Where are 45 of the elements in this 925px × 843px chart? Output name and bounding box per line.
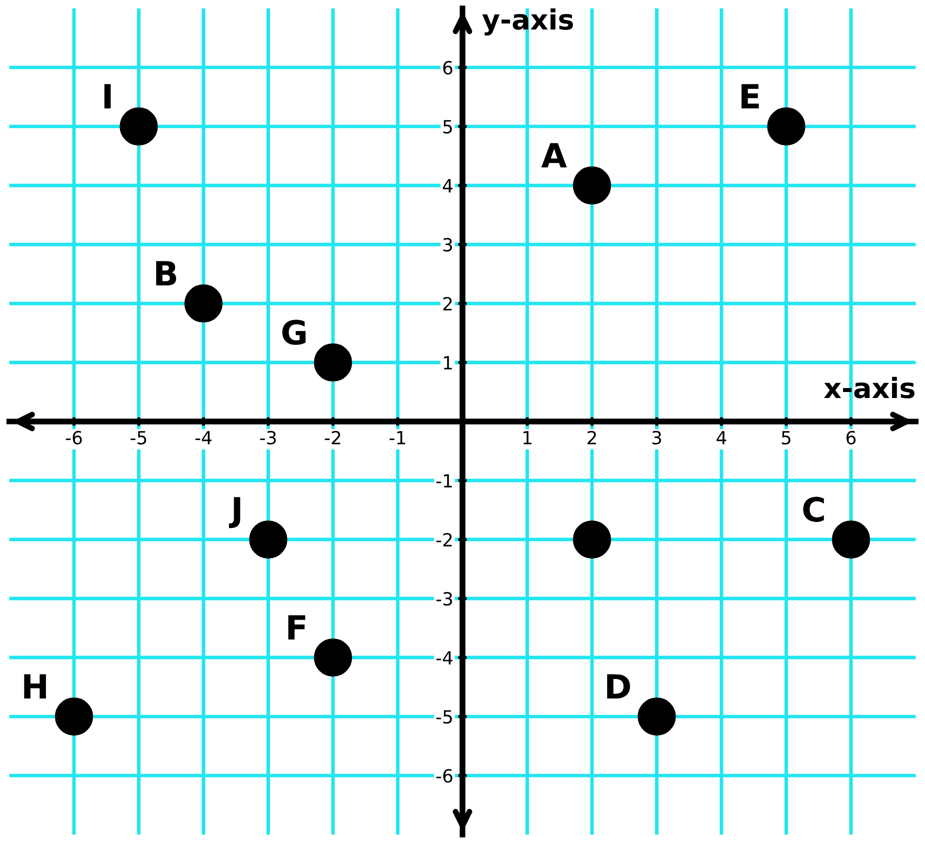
point [314, 638, 352, 677]
x-tick-label: -3 [260, 430, 276, 445]
x-tick-label: -5 [130, 431, 146, 445]
annotation: I [104, 84, 111, 108]
y-tick-label: -1 [436, 474, 452, 488]
y-tick-label: 5 [443, 120, 452, 134]
point [638, 697, 676, 736]
y-tick-label: -2 [436, 532, 452, 546]
point [184, 284, 223, 323]
y-tick-label: 3 [443, 238, 452, 252]
point [54, 697, 94, 736]
point [249, 520, 288, 559]
annotation: F [288, 615, 306, 640]
x-tick-label: 3 [652, 430, 662, 445]
x-tick-label: -4 [195, 431, 212, 444]
annotation: E [742, 84, 759, 108]
y-tick-label: -6 [436, 769, 452, 783]
annotation: B [156, 261, 176, 286]
y-tick-label: 1 [444, 356, 452, 370]
x-tick-label: 5 [782, 431, 790, 445]
x-tick-label: 4 [716, 431, 726, 444]
annotation: C [803, 496, 824, 522]
point [572, 166, 612, 205]
x-tick-label: -6 [66, 430, 82, 445]
annotation: D [607, 674, 630, 699]
annotation: J [228, 497, 240, 528]
x-tick-label: 6 [846, 430, 856, 445]
x-tick-label: -2 [324, 430, 340, 444]
y-tick-label: 6 [443, 60, 452, 75]
y-tick-label: -4 [436, 651, 452, 664]
x-tick-label: 1 [523, 431, 532, 444]
y-tick-label: 2 [443, 296, 452, 310]
y-tick-label: -3 [436, 592, 452, 606]
y-tick-label: 4 [442, 179, 452, 192]
x-tick-label: 2 [588, 430, 596, 444]
point [120, 107, 158, 146]
y-tick-label: -5 [436, 710, 452, 724]
point [572, 520, 612, 559]
point [767, 107, 806, 146]
point [832, 520, 870, 559]
annotation: A [541, 143, 567, 168]
x-tick-label: -1 [390, 431, 406, 444]
point [314, 343, 352, 382]
annotation: H [24, 674, 46, 699]
annotation: G [282, 320, 306, 345]
